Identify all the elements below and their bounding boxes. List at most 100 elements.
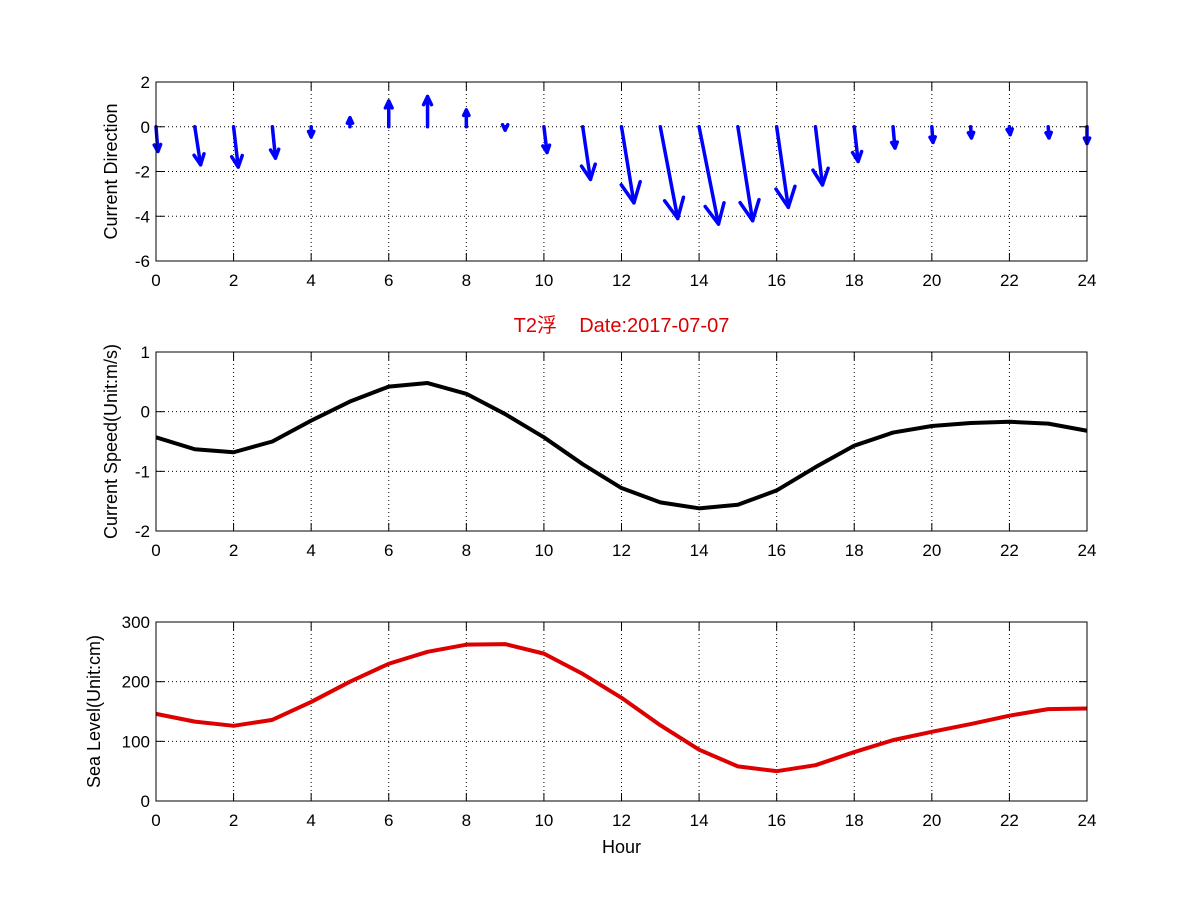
arrow-shaft [658,125,680,221]
arrow-head [345,116,355,125]
direction-ticks [155,81,1088,262]
y-tick-label: 0 [141,403,150,422]
arrow-head [738,197,761,223]
arrow-shaft [774,125,791,210]
speed-y-tick-labels: 1 0 -1 -2 [135,343,150,541]
sea-level-line [155,642,1088,774]
speed-y-axis-label: Current Speed(Unit:m/s) [101,344,121,539]
direction-arrow [889,125,899,150]
direction-arrow [421,94,434,129]
arrow-head [889,140,899,150]
direction-arrow [736,125,761,223]
direction-arrow [928,125,937,145]
x-tick-label: 20 [922,811,941,830]
level-y-axis-label: Sea Level(Unit:cm) [84,635,104,788]
arrow-shaft [193,125,203,167]
direction-arrow [1005,125,1015,137]
arrow-shaft [852,125,860,164]
y-tick-label: -4 [135,207,150,226]
x-tick-label: 2 [229,811,238,830]
x-tick-label: 6 [384,811,393,830]
x-tick-label: 10 [534,271,553,290]
x-tick-label: 10 [534,541,553,560]
x-tick-label: 6 [384,271,393,290]
y-tick-label: 300 [122,613,150,632]
direction-arrow [1044,125,1053,140]
direction-arrow [500,122,510,132]
arrow-head [850,149,864,164]
y-tick-label: -1 [135,462,150,481]
direction-arrow [619,125,642,205]
x-tick-label: 14 [690,811,709,830]
direction-arrow [541,125,552,155]
x-tick-label: 12 [612,811,631,830]
arrow-head [306,129,316,139]
x-tick-label: 18 [845,811,864,830]
level-y-tick-labels: 300 200 100 0 [122,613,150,811]
direction-panel: 0 2 4 6 8 10 12 14 16 18 20 22 24 20-2-4-6 Current D… [101,73,1096,290]
arrow-head [928,135,937,145]
speed-x-tick-labels: 0 2 4 6 8 10 12 14 16 18 20 22 24 [151,541,1096,560]
x-tick-label: 18 [845,541,864,560]
x-tick-label: 24 [1078,811,1097,830]
level-ticks [155,621,1088,802]
speed-series [155,381,1088,511]
arrow-head [192,152,206,167]
arrow-shaft [619,125,636,205]
x-tick-label: 6 [384,541,393,560]
x-tick-label: 2 [229,541,238,560]
arrow-head [268,147,281,160]
x-tick-label: 24 [1078,541,1097,560]
direction-arrow [268,125,281,160]
x-tick-label: 8 [462,541,471,560]
x-tick-label: 20 [922,541,941,560]
arrow-shaft [231,125,240,169]
arrow-shaft [270,125,278,160]
level-series [155,642,1088,774]
x-tick-label: 8 [462,271,471,290]
speed-chart-title: T2浮 Date:2017-07-07 [514,314,730,337]
arrow-head [703,201,726,226]
arrow-shaft [542,125,549,155]
x-tick-label: 12 [612,271,631,290]
y-tick-label: 1 [141,343,150,362]
x-tick-label: 18 [845,271,864,290]
x-tick-label: 14 [690,541,709,560]
y-tick-label: 0 [141,118,150,137]
level-x-tick-labels: 0 2 4 6 8 10 12 14 16 18 20 22 24 [151,811,1096,830]
x-tick-label: 16 [767,541,786,560]
arrow-head [966,130,976,140]
arrow-head [541,143,552,155]
direction-y-tick-labels: 2 0 -2 -4 -6 [135,73,150,271]
y-tick-label: 100 [122,732,150,751]
x-tick-label: 4 [306,271,315,290]
direction-arrow [811,125,830,187]
arrow-head [1044,130,1053,140]
x-tick-label: 4 [306,541,315,560]
arrow-head [421,94,434,107]
x-tick-label: 10 [534,811,553,830]
arrow-head [229,153,244,169]
x-tick-label: 0 [151,811,160,830]
direction-arrow [579,125,597,182]
direction-arrow [850,125,864,164]
x-tick-label: 0 [151,271,160,290]
level-x-axis-label: Hour [602,837,641,857]
x-tick-label: 16 [767,811,786,830]
x-tick-label: 22 [1000,811,1019,830]
arrow-head [461,108,471,118]
x-tick-label: 12 [612,541,631,560]
direction-arrow [229,125,244,169]
x-tick-label: 4 [306,811,315,830]
x-tick-label: 8 [462,811,471,830]
arrow-head [774,184,797,210]
y-tick-label: -2 [135,522,150,541]
arrow-head [579,162,597,182]
x-tick-label: 24 [1078,271,1097,290]
direction-arrow [383,99,394,129]
direction-arrow [306,125,316,139]
arrow-head [662,195,686,221]
arrow-head [1005,127,1015,137]
